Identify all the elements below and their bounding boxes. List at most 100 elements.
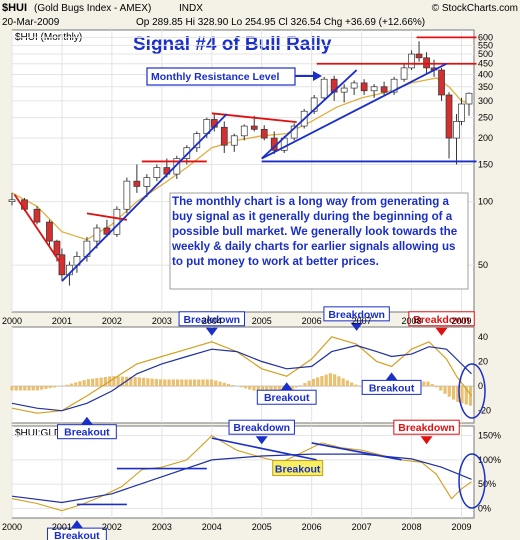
x-tick-label: 2001 (52, 316, 72, 326)
macd-histogram-bar (447, 386, 451, 397)
index-description: (Gold Bugs Index - AMEX) (34, 3, 151, 14)
candle-up (390, 78, 398, 93)
macd-histogram-bar (40, 386, 44, 390)
callout-label: Breakdown (398, 422, 455, 434)
macd-histogram-bar (311, 378, 316, 387)
macd-histogram-bar (150, 378, 154, 387)
macd-histogram-bar (146, 378, 150, 387)
y-tick-label: 50 (478, 260, 488, 270)
candle-down (250, 125, 258, 130)
y-tick-label: 600 (478, 32, 493, 42)
macd-histogram-bar (86, 379, 91, 387)
x-tick-label: 2008 (402, 316, 422, 326)
x-tick-label: 2005 (252, 522, 272, 532)
resistance-callout: Monthly Resistance Level (146, 67, 322, 86)
y-tick-label: 100% (478, 455, 501, 465)
x-tick-label: 2002 (102, 522, 122, 532)
macd-signal-line (11, 344, 472, 412)
macd-histogram-bar (320, 376, 324, 387)
ratio-layer: Breakdown Breakout Breakdown Breakout (11, 419, 472, 540)
macd-histogram-bar (307, 380, 311, 387)
trend-line (261, 69, 358, 160)
macd-histogram-bar (231, 385, 235, 387)
y-tick-label: 100 (478, 197, 493, 207)
candle-down (260, 128, 268, 139)
y-tick-label: 400 (478, 70, 493, 80)
candle-down (33, 208, 41, 223)
macd-histogram-bar (294, 386, 299, 388)
macd-histogram-bar (180, 379, 184, 387)
candle-up (340, 87, 348, 93)
candle-up (458, 103, 465, 122)
macd-histogram-bar (248, 386, 252, 390)
macd-histogram-bar (239, 386, 243, 388)
macd-histogram-bar (358, 386, 362, 387)
macd-histogram-bar (142, 377, 146, 387)
macd-histogram-bar (171, 379, 175, 387)
x-tick-label: 2009 (451, 522, 471, 532)
y-tick-label: 40 (478, 332, 488, 342)
macd-histogram-bar (439, 386, 443, 391)
macd-histogram-bar (82, 380, 86, 387)
y-tick-label: 0% (478, 503, 491, 513)
ratio-line (11, 435, 472, 512)
macd-histogram-bar (35, 386, 40, 391)
macd-histogram-bar (175, 379, 180, 387)
x-tick-label: 2005 (252, 316, 272, 326)
macd-histogram-bar (69, 383, 74, 387)
macd-histogram-bar (256, 386, 260, 392)
macd-histogram-bar (112, 376, 116, 387)
macd-line (11, 336, 472, 414)
callout-label: Breakdown (183, 314, 240, 326)
macd-histogram-bar (133, 377, 137, 387)
macd-histogram-bar (23, 386, 27, 391)
ratio-highlight-circle (458, 453, 486, 509)
callout-arrow-up (70, 520, 83, 529)
callout-label: Breakout (64, 427, 110, 439)
callout-arrow-up (280, 382, 293, 391)
callout-label: Breakout (275, 464, 321, 476)
macd-histogram-bar (65, 384, 69, 387)
macd-histogram-bar (468, 386, 473, 406)
candle-down (133, 180, 141, 187)
y-tick-label: 350 (478, 82, 493, 92)
macd-histogram-bar (222, 382, 226, 387)
macd-histogram-bar (137, 377, 141, 387)
callout-label: Breakout (369, 382, 415, 394)
callout-box (408, 311, 475, 327)
macd-histogram-bar (95, 378, 99, 387)
macd-histogram-bar (451, 386, 456, 400)
candle-up (123, 180, 131, 210)
callout-box (393, 419, 460, 435)
macd-histogram-bar (116, 376, 120, 387)
callout-box (228, 419, 295, 435)
macd-histogram-bar (201, 379, 205, 387)
candle-up (350, 82, 358, 89)
macd-histogram-bar (103, 376, 107, 387)
x-tick-label: 2008 (402, 522, 422, 532)
candle-down (53, 240, 61, 256)
candle-up (408, 53, 415, 69)
macd-histogram-bar (277, 386, 282, 393)
macd-histogram-bar (350, 382, 354, 387)
macd-histogram-bar (214, 380, 218, 387)
y-tick-label: 250 (478, 113, 493, 123)
commentary-box (169, 192, 469, 290)
candle-up (320, 78, 328, 99)
y-tick-label: 450 (478, 59, 493, 69)
chart-title: Signal #4 of Bull Rally (133, 34, 332, 55)
y-tick-label: 150 (478, 159, 493, 169)
macd-histogram-bar (78, 381, 82, 387)
callout-arrow-down (350, 322, 363, 331)
macd-histogram-bar (27, 386, 31, 391)
ticker-symbol: $HUI (2, 2, 27, 14)
macd-histogram-bar (354, 384, 358, 387)
y-tick-label: 300 (478, 96, 493, 106)
macd-histogram-bar (337, 376, 341, 387)
exchange-label: INDX (179, 3, 203, 14)
resistance-callout-text: Monthly Resistance Level (151, 71, 279, 83)
macd-histogram-bar (31, 386, 35, 391)
x-tick-label: 2004 (202, 316, 222, 326)
source-credit: © StockCharts.com (432, 3, 518, 14)
